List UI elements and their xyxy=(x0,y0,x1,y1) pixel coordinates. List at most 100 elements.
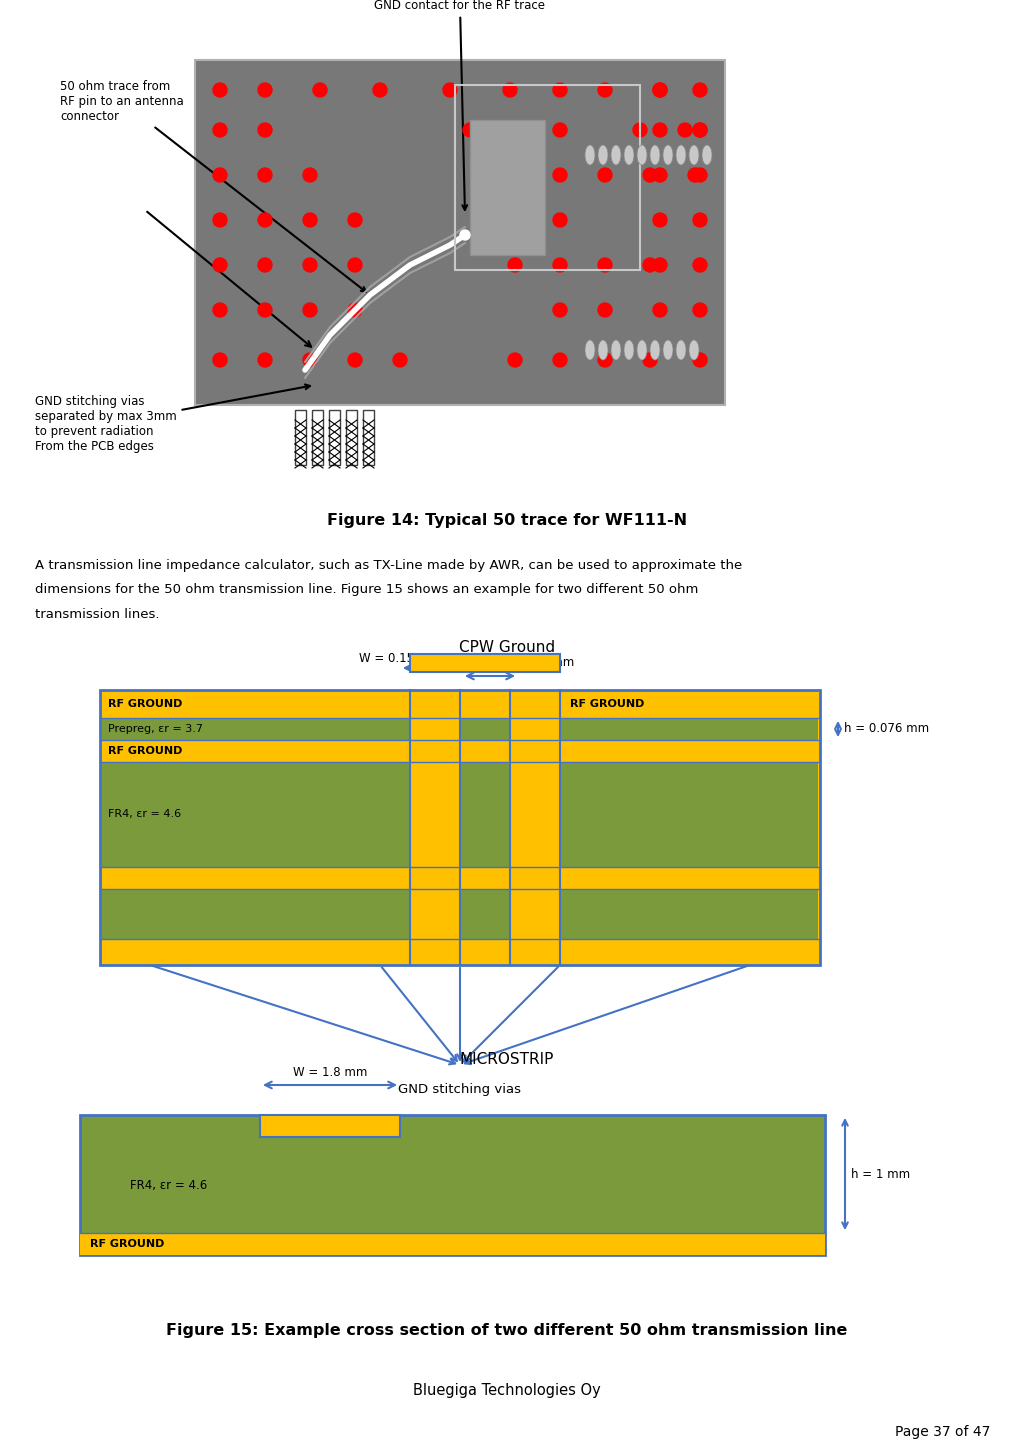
Circle shape xyxy=(303,353,317,367)
Ellipse shape xyxy=(676,340,686,360)
Circle shape xyxy=(303,257,317,272)
Text: FR4, εr = 4.6: FR4, εr = 4.6 xyxy=(130,1178,207,1192)
Text: Page 37 of 47: Page 37 of 47 xyxy=(894,1424,990,1439)
Bar xyxy=(410,654,560,672)
Circle shape xyxy=(693,353,707,367)
Text: A transmission line impedance calculator, such as TX-Line made by AWR, can be us: A transmission line impedance calculator… xyxy=(35,558,742,571)
Circle shape xyxy=(508,213,522,227)
Circle shape xyxy=(653,168,667,182)
Ellipse shape xyxy=(650,145,660,165)
Ellipse shape xyxy=(611,340,621,360)
Circle shape xyxy=(303,213,317,227)
Circle shape xyxy=(508,257,522,272)
Bar xyxy=(100,690,820,964)
Circle shape xyxy=(693,123,707,137)
Circle shape xyxy=(633,123,647,137)
Bar xyxy=(102,719,410,740)
Bar xyxy=(460,889,510,938)
Circle shape xyxy=(373,82,387,97)
Circle shape xyxy=(598,82,612,97)
Circle shape xyxy=(693,213,707,227)
Text: RF GROUND: RF GROUND xyxy=(108,746,183,756)
Circle shape xyxy=(553,213,567,227)
Bar xyxy=(195,59,725,405)
Bar xyxy=(312,411,323,466)
Text: Figure 15: Example cross section of two different 50 ohm transmission line: Figure 15: Example cross section of two … xyxy=(166,1323,848,1338)
Circle shape xyxy=(443,82,457,97)
Bar xyxy=(329,411,340,466)
Ellipse shape xyxy=(689,145,699,165)
Circle shape xyxy=(642,257,657,272)
Bar xyxy=(102,889,410,938)
Text: W = 1.8 mm: W = 1.8 mm xyxy=(292,1067,367,1080)
Bar xyxy=(346,411,357,466)
Circle shape xyxy=(598,257,612,272)
Circle shape xyxy=(553,168,567,182)
Circle shape xyxy=(348,257,362,272)
Circle shape xyxy=(348,353,362,367)
Circle shape xyxy=(553,123,567,137)
Circle shape xyxy=(693,257,707,272)
Bar xyxy=(455,85,640,270)
Text: GND stitching vias: GND stitching vias xyxy=(399,1083,522,1096)
Text: h = 0.076 mm: h = 0.076 mm xyxy=(844,723,929,736)
Text: transmission lines.: transmission lines. xyxy=(35,609,159,622)
Bar xyxy=(80,1115,825,1255)
Circle shape xyxy=(213,257,227,272)
Ellipse shape xyxy=(637,340,647,360)
Circle shape xyxy=(653,82,667,97)
Circle shape xyxy=(258,82,272,97)
Circle shape xyxy=(303,168,317,182)
Bar xyxy=(363,411,374,466)
Circle shape xyxy=(393,353,407,367)
Circle shape xyxy=(213,123,227,137)
Text: MICROSTRIP: MICROSTRIP xyxy=(460,1053,554,1067)
Circle shape xyxy=(463,123,477,137)
Circle shape xyxy=(688,168,702,182)
Circle shape xyxy=(693,304,707,317)
Text: dimensions for the 50 ohm transmission line. Figure 15 shows an example for two : dimensions for the 50 ohm transmission l… xyxy=(35,584,698,597)
Circle shape xyxy=(213,353,227,367)
Ellipse shape xyxy=(637,145,647,165)
Text: Figure 14: Typical 50 trace for WF111-N: Figure 14: Typical 50 trace for WF111-N xyxy=(327,512,687,528)
Ellipse shape xyxy=(624,340,634,360)
Ellipse shape xyxy=(702,145,712,165)
Circle shape xyxy=(258,257,272,272)
Circle shape xyxy=(258,168,272,182)
Circle shape xyxy=(553,304,567,317)
Text: RF GROUND: RF GROUND xyxy=(108,698,183,709)
Circle shape xyxy=(213,213,227,227)
Bar xyxy=(295,411,306,466)
Circle shape xyxy=(348,304,362,317)
Text: G = 0.25 mm: G = 0.25 mm xyxy=(495,655,574,668)
Circle shape xyxy=(313,82,327,97)
Circle shape xyxy=(653,257,667,272)
Circle shape xyxy=(653,123,667,137)
Ellipse shape xyxy=(676,145,686,165)
Circle shape xyxy=(653,82,667,97)
Circle shape xyxy=(508,353,522,367)
Ellipse shape xyxy=(585,340,595,360)
Text: 50 ohm trace from
RF pin to an antenna
connector: 50 ohm trace from RF pin to an antenna c… xyxy=(60,80,366,292)
Bar xyxy=(560,889,818,938)
Bar xyxy=(102,762,410,868)
Circle shape xyxy=(653,304,667,317)
Bar xyxy=(80,1233,825,1255)
Circle shape xyxy=(348,213,362,227)
Text: W = 0.15 mm: W = 0.15 mm xyxy=(359,652,441,665)
Circle shape xyxy=(258,213,272,227)
Circle shape xyxy=(553,257,567,272)
Circle shape xyxy=(553,82,567,97)
Circle shape xyxy=(213,304,227,317)
Ellipse shape xyxy=(598,340,608,360)
Text: h = 1 mm: h = 1 mm xyxy=(851,1167,910,1180)
Circle shape xyxy=(693,82,707,97)
Circle shape xyxy=(693,123,707,137)
Circle shape xyxy=(598,304,612,317)
Bar xyxy=(560,719,818,740)
Bar xyxy=(460,719,510,740)
Circle shape xyxy=(460,230,470,240)
Ellipse shape xyxy=(689,340,699,360)
Text: Bluegiga Technologies Oy: Bluegiga Technologies Oy xyxy=(413,1382,601,1397)
Text: RF GROUND: RF GROUND xyxy=(90,1239,164,1249)
